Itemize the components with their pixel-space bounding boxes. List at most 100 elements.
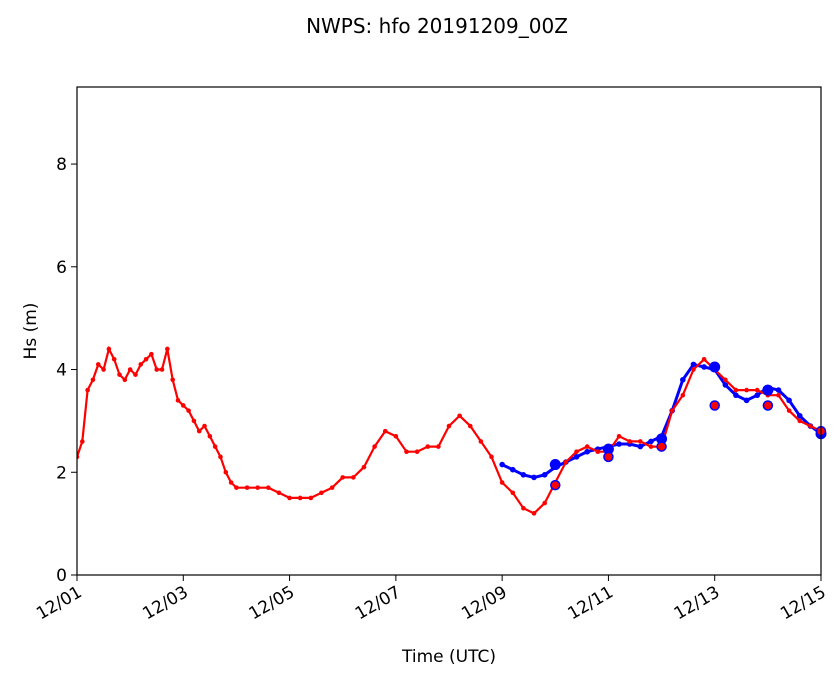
observed-series-point: [489, 454, 494, 460]
observed-series-point: [808, 423, 813, 429]
y-axis-label: Hs (m): [21, 303, 41, 360]
observed-series-point: [308, 495, 314, 501]
observed-series-point: [80, 439, 85, 444]
observed-series-point: [563, 459, 569, 465]
observed-series-point: [329, 485, 335, 490]
x-tick-label: 12/05: [246, 582, 298, 624]
model-marker: [762, 384, 774, 396]
observed-series-point: [361, 464, 367, 470]
model-series-point: [499, 461, 505, 468]
axes-frame: [76, 86, 822, 576]
observed-series-point: [218, 454, 223, 460]
observed-series-point: [149, 351, 154, 357]
observed-series-point: [393, 434, 399, 439]
observed-series-point: [648, 444, 654, 449]
model-series-point: [637, 443, 644, 450]
observed-series-point: [382, 428, 388, 434]
observed-series-point: [404, 449, 409, 455]
observed-series-point: [457, 413, 462, 419]
observed-series-point: [276, 490, 282, 496]
observed-series-point: [117, 372, 122, 377]
observed-series-point: [372, 444, 377, 449]
obs-marker: [709, 400, 720, 411]
model-marker: [602, 443, 614, 455]
x-axis: 12/01 12/03 12/05 12/07 12/09 12/11 12/13 12/15: [33, 575, 830, 624]
x-tick-label: 12/15: [777, 582, 829, 624]
observed-series-point: [499, 480, 505, 485]
observed-series-point: [510, 490, 516, 496]
x-axis-label: Time (UTC): [401, 647, 496, 667]
observed-series-point: [733, 387, 739, 393]
observed-series-point: [287, 495, 292, 501]
observed-series-point: [691, 367, 696, 372]
observed-series-point: [776, 392, 781, 398]
observed-series-point: [207, 434, 213, 439]
observed-series-point: [478, 439, 484, 444]
observed-series-point: [234, 485, 239, 490]
obs-marker: [656, 441, 667, 452]
observed-series-point: [212, 444, 218, 449]
observed-series-point: [133, 372, 138, 377]
model-series-point: [616, 441, 622, 447]
observed-series-point: [95, 362, 101, 367]
observed-series-point: [154, 367, 160, 372]
x-tick-label: 12/13: [671, 582, 723, 624]
observed-series-point: [425, 444, 431, 449]
observed-series-point: [101, 367, 106, 372]
model-series-point: [786, 397, 792, 404]
observed-series-point: [159, 367, 165, 372]
observed-series-point: [627, 439, 632, 444]
observed-series-point: [701, 356, 707, 362]
observed-series-point: [244, 485, 250, 490]
observed-series-point: [122, 377, 128, 383]
model-series-point: [584, 448, 590, 455]
observed-series-point: [228, 480, 234, 485]
observed-series: [77, 345, 821, 516]
observed-series-point: [521, 505, 526, 511]
observed-series-point: [436, 444, 441, 449]
observed-series-point: [186, 408, 191, 413]
model-series-point: [531, 474, 537, 481]
model-series-line: [501, 362, 821, 479]
observed-series-point: [786, 408, 792, 413]
observed-series-point: [138, 362, 144, 367]
observed-series-point: [170, 377, 175, 383]
observed-series-point: [85, 387, 90, 393]
observed-series-point: [202, 423, 207, 429]
y-tick-label: 8: [56, 155, 67, 175]
observed-series-point: [414, 449, 420, 455]
model-series-point: [796, 412, 803, 419]
observed-series-point: [669, 408, 675, 413]
model-series-point: [775, 387, 782, 393]
observed-series-point: [542, 500, 547, 506]
observed-series-point: [531, 511, 537, 516]
y-tick-label: 2: [56, 463, 67, 483]
model-marker: [549, 459, 561, 471]
model-series-point: [520, 472, 527, 478]
observed-series-point: [180, 403, 186, 408]
observed-series-point: [584, 444, 590, 449]
observed-series-point: [255, 485, 260, 490]
observed-series-point: [616, 434, 622, 439]
observed-series-point: [297, 495, 303, 501]
y-tick-label: 0: [56, 566, 67, 586]
model-series-point: [701, 364, 707, 370]
model-series-point: [541, 472, 548, 478]
model-series-point: [743, 397, 750, 404]
y-tick-label: 4: [56, 361, 67, 381]
observed-series-point: [446, 423, 452, 429]
observed-series-point: [223, 469, 229, 475]
observed-series-point: [680, 392, 686, 398]
model-series-point: [648, 438, 654, 445]
observed-series-point: [90, 377, 96, 383]
model-marker: [656, 433, 668, 445]
observed-series-point: [143, 356, 149, 362]
observed-series-point: [744, 387, 749, 393]
observed-series-point: [111, 356, 117, 362]
y-tick-label: 6: [56, 258, 67, 278]
obs-marker: [603, 451, 614, 463]
observed-series-point: [574, 449, 579, 455]
model-series-point: [754, 392, 761, 399]
model-series-point: [733, 392, 739, 399]
model-series-point: [680, 377, 686, 383]
